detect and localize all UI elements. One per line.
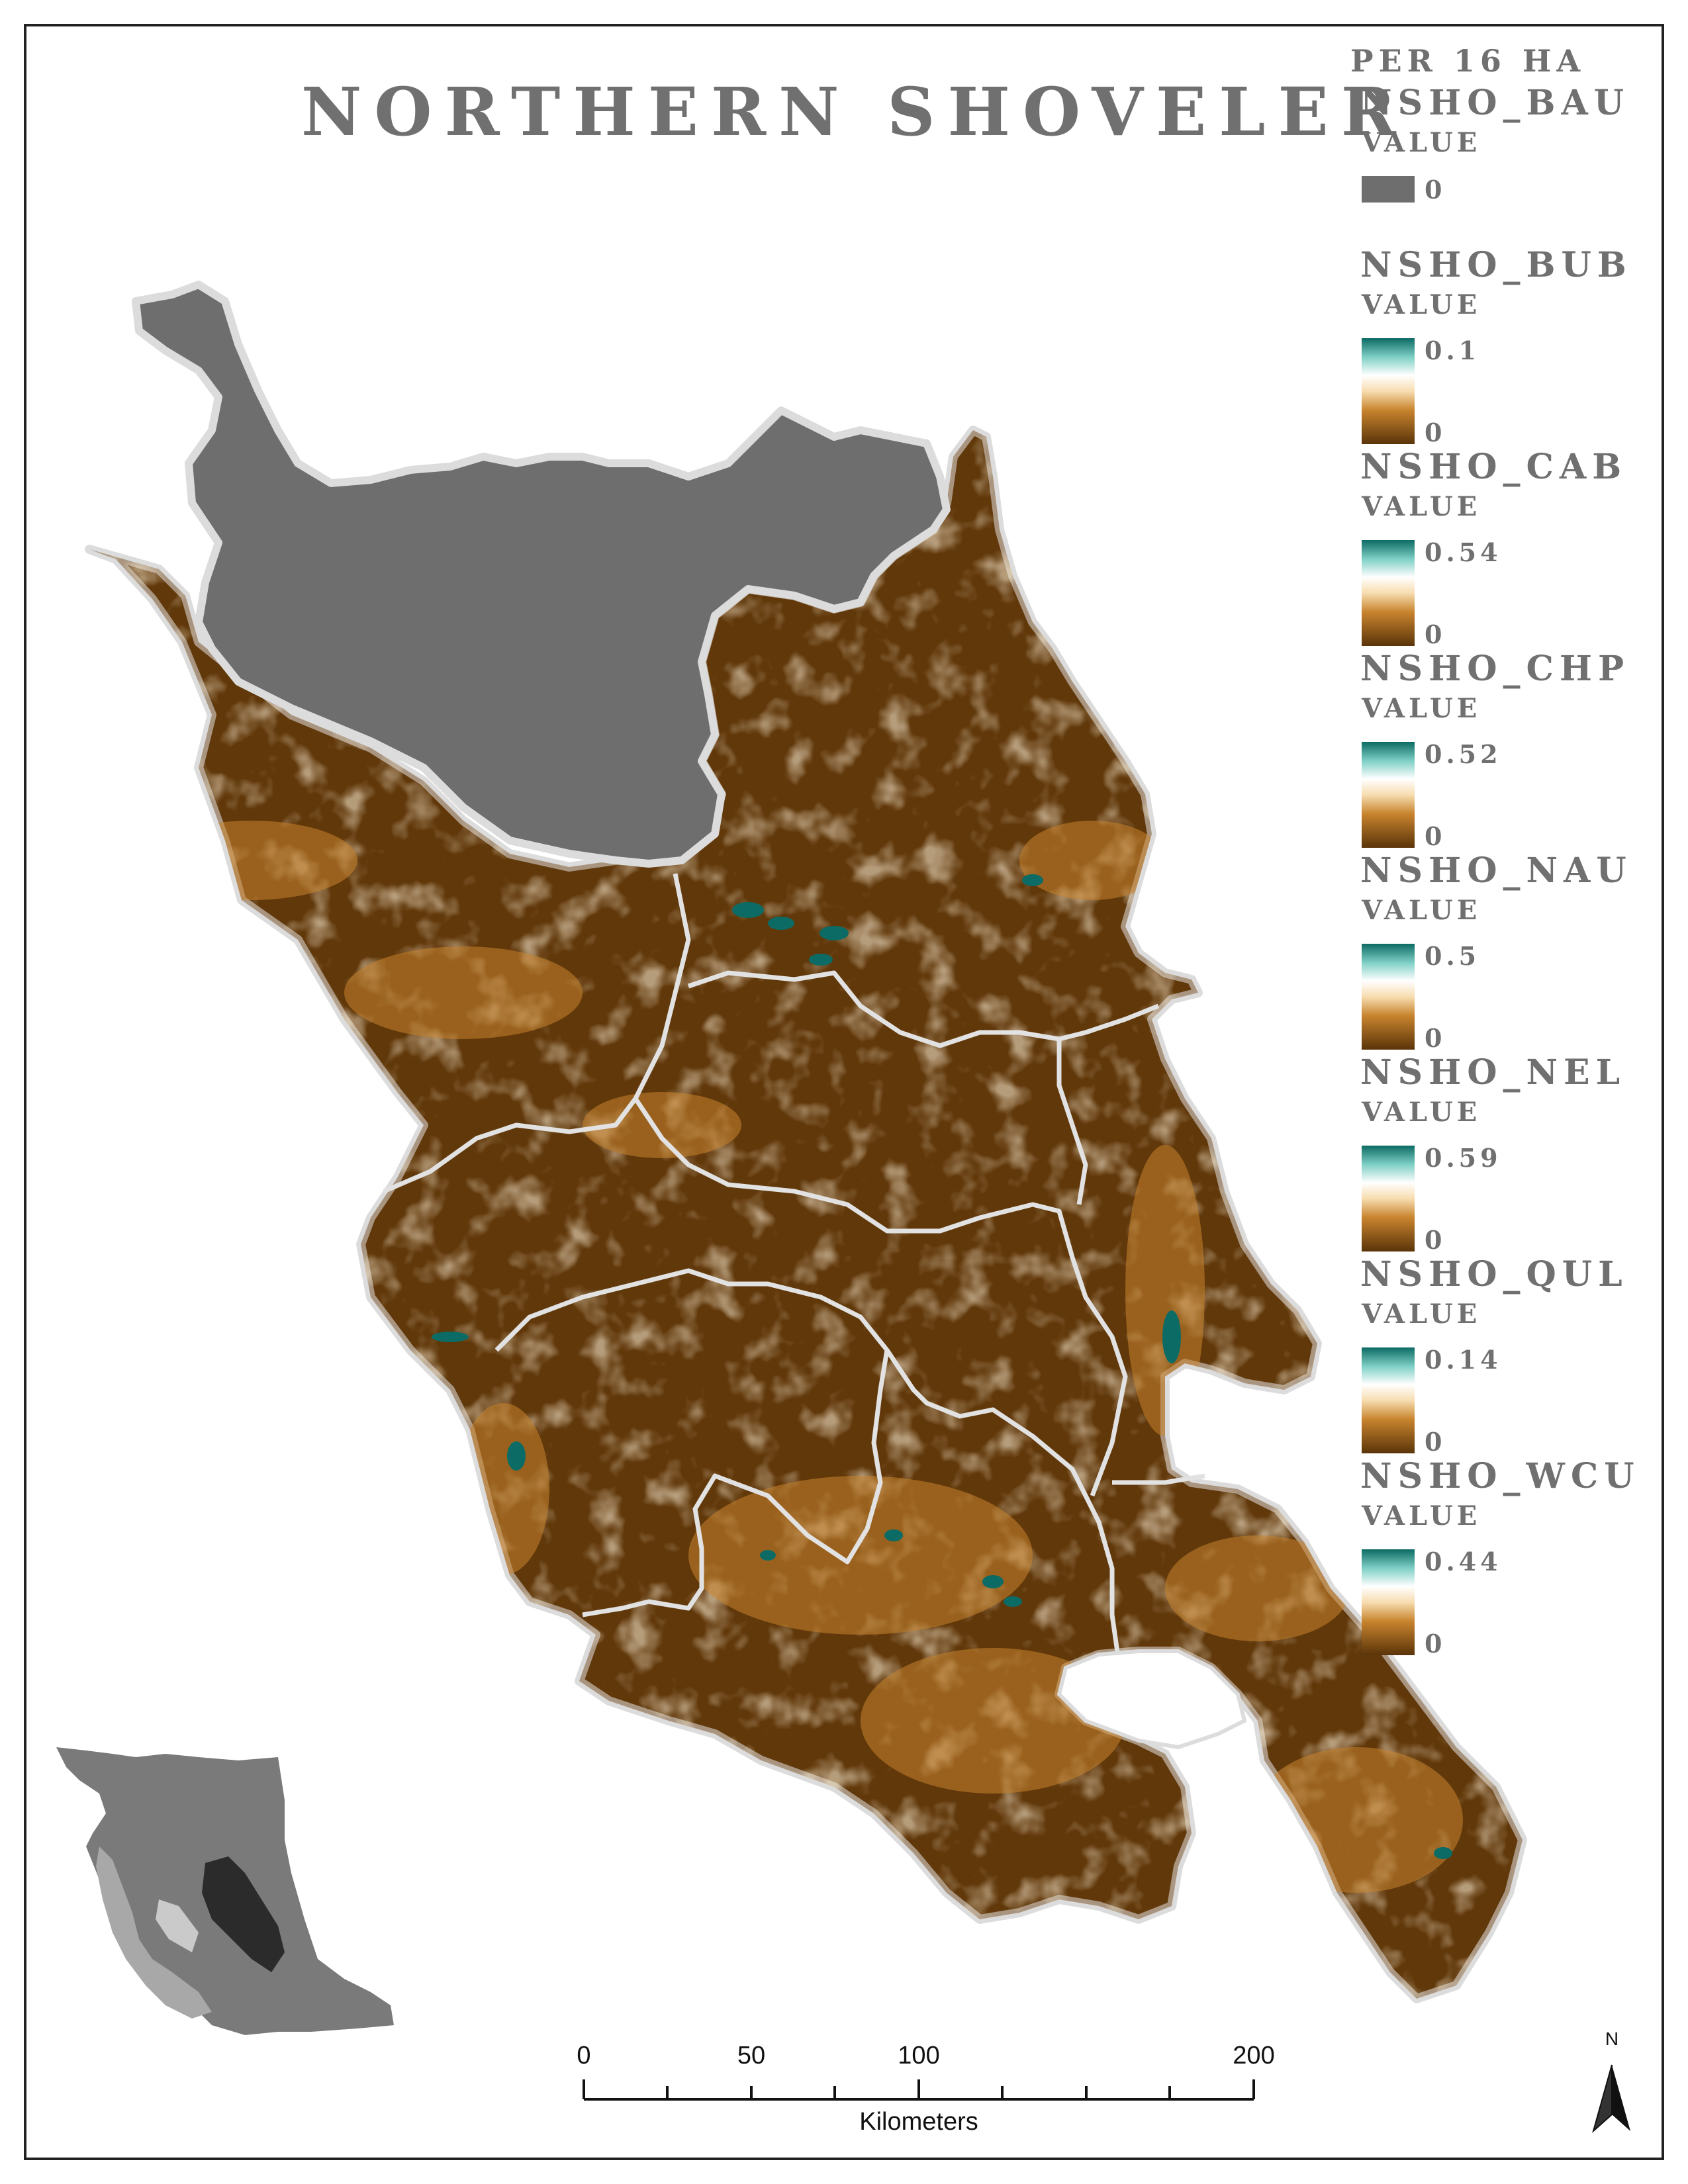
legend-value-label: VALUE (1362, 895, 1481, 926)
legend-min-value: 0 (1425, 418, 1442, 447)
boundary-central-north (687, 970, 1160, 1048)
legend-layer-name: NSHO_BUB (1360, 245, 1632, 285)
legend-min-value: 0 (1425, 1225, 1442, 1255)
boundary-east-spur (1056, 1039, 1088, 1205)
legend-layer-name: NSHO_CHP (1360, 649, 1630, 689)
legend-group-nsho-nau: NSHO_NAU VALUE 0.5 0 (1344, 850, 1655, 1053)
boundary-southeast (885, 1349, 1121, 1662)
legend-layer-name: NSHO_NEL (1360, 1052, 1626, 1093)
locator-map-icon (56, 1747, 394, 2035)
legend-group-nsho-bau: NSHO_BAU VALUE 0 (1344, 82, 1655, 244)
legend-group-nsho-cab: NSHO_CAB VALUE 0.54 0 (1344, 446, 1655, 649)
region-boundaries (383, 873, 1205, 1662)
legend-min-value: 0 (1425, 175, 1442, 205)
legend-value-label: VALUE (1362, 491, 1481, 522)
legend-gray-swatch (1362, 176, 1415, 203)
legend-max-value: 0.52 (1425, 739, 1502, 769)
scale-label-200: 200 (1233, 2042, 1274, 2070)
legend-group-nsho-nel: NSHO_NEL VALUE 0.59 0 (1344, 1052, 1655, 1255)
scale-label-0: 0 (577, 2042, 590, 2070)
legend-min-value: 0 (1425, 619, 1442, 649)
boundary-east-link (1112, 1473, 1205, 1485)
legend-value-label: VALUE (1362, 693, 1481, 724)
boundary-west-central (383, 873, 691, 1194)
legend-color-ramp (1362, 540, 1415, 646)
legend-max-value: 0.14 (1425, 1345, 1502, 1375)
legend-max-value: 0.5 (1425, 941, 1481, 971)
legend-header: PER 16 HA (1350, 43, 1586, 79)
boundary-south-central (494, 1268, 890, 1617)
north-arrow: N (1585, 2025, 1638, 2138)
legend-color-ramp (1362, 1146, 1415, 1251)
legend-group-nsho-chp: NSHO_CHP VALUE 0.52 0 (1344, 648, 1655, 851)
map-frame (24, 24, 1664, 2160)
legend: PER 16 HA NSHO_BAU VALUE 0 NSHO_BUB VALU… (1344, 40, 1655, 1659)
legend-max-value: 0.44 (1425, 1547, 1502, 1576)
scale-label-100: 100 (898, 2042, 939, 2070)
study-area-locator (202, 1856, 285, 1972)
legend-value-label: VALUE (1362, 1298, 1481, 1330)
legend-layer-name: NSHO_NAU (1360, 850, 1632, 891)
legend-group-nsho-wcu: NSHO_WCU VALUE 0.44 0 (1344, 1455, 1655, 1659)
north-arrow-icon: N (1592, 2028, 1630, 2134)
legend-color-ramp (1362, 1549, 1415, 1655)
north-label: N (1605, 2028, 1618, 2049)
legend-value-label: VALUE (1362, 289, 1481, 320)
legend-layer-name: NSHO_CAB (1360, 447, 1628, 487)
legend-value-label: VALUE (1362, 127, 1481, 158)
legend-value-label: VALUE (1362, 1500, 1481, 1531)
legend-min-value: 0 (1425, 1427, 1442, 1457)
scale-bar-graphic: 0 50 100 200 Kilometers (577, 2042, 1274, 2136)
legend-max-value: 0.59 (1425, 1143, 1502, 1173)
legend-max-value: 0.54 (1425, 537, 1502, 567)
legend-group-nsho-bub: NSHO_BUB VALUE 0.1 0 (1344, 244, 1655, 447)
legend-color-ramp (1362, 742, 1415, 848)
legend-color-ramp (1362, 1347, 1415, 1453)
legend-min-value: 0 (1425, 821, 1442, 851)
legend-layer-name: NSHO_BAU (1360, 83, 1630, 123)
legend-min-value: 0 (1425, 1629, 1442, 1659)
legend-layer-name: NSHO_QUL (1360, 1254, 1628, 1295)
legend-value-label: VALUE (1362, 1097, 1481, 1128)
scale-unit: Kilometers (859, 2108, 978, 2136)
legend-color-ramp (1362, 338, 1415, 444)
coast-islands (96, 1846, 212, 2019)
map-title: NORTHERN SHOVELER (301, 73, 1409, 151)
scale-bar: 0 50 100 200 Kilometers (569, 2038, 1297, 2138)
legend-max-value: 0.1 (1425, 336, 1481, 365)
boundary-central-south (633, 1097, 1128, 1497)
water-inlet (1056, 1649, 1247, 1750)
legend-min-value: 0 (1425, 1023, 1442, 1053)
legend-group-nsho-qul: NSHO_QUL VALUE 0.14 0 (1344, 1253, 1655, 1457)
legend-layer-name: NSHO_WCU (1360, 1456, 1640, 1496)
inset-inlets (156, 1899, 199, 1952)
legend-color-ramp (1362, 944, 1415, 1050)
scale-ticks (583, 2079, 1255, 2101)
scale-label-50: 50 (737, 2042, 765, 2070)
region-nsho-bau (132, 281, 951, 868)
